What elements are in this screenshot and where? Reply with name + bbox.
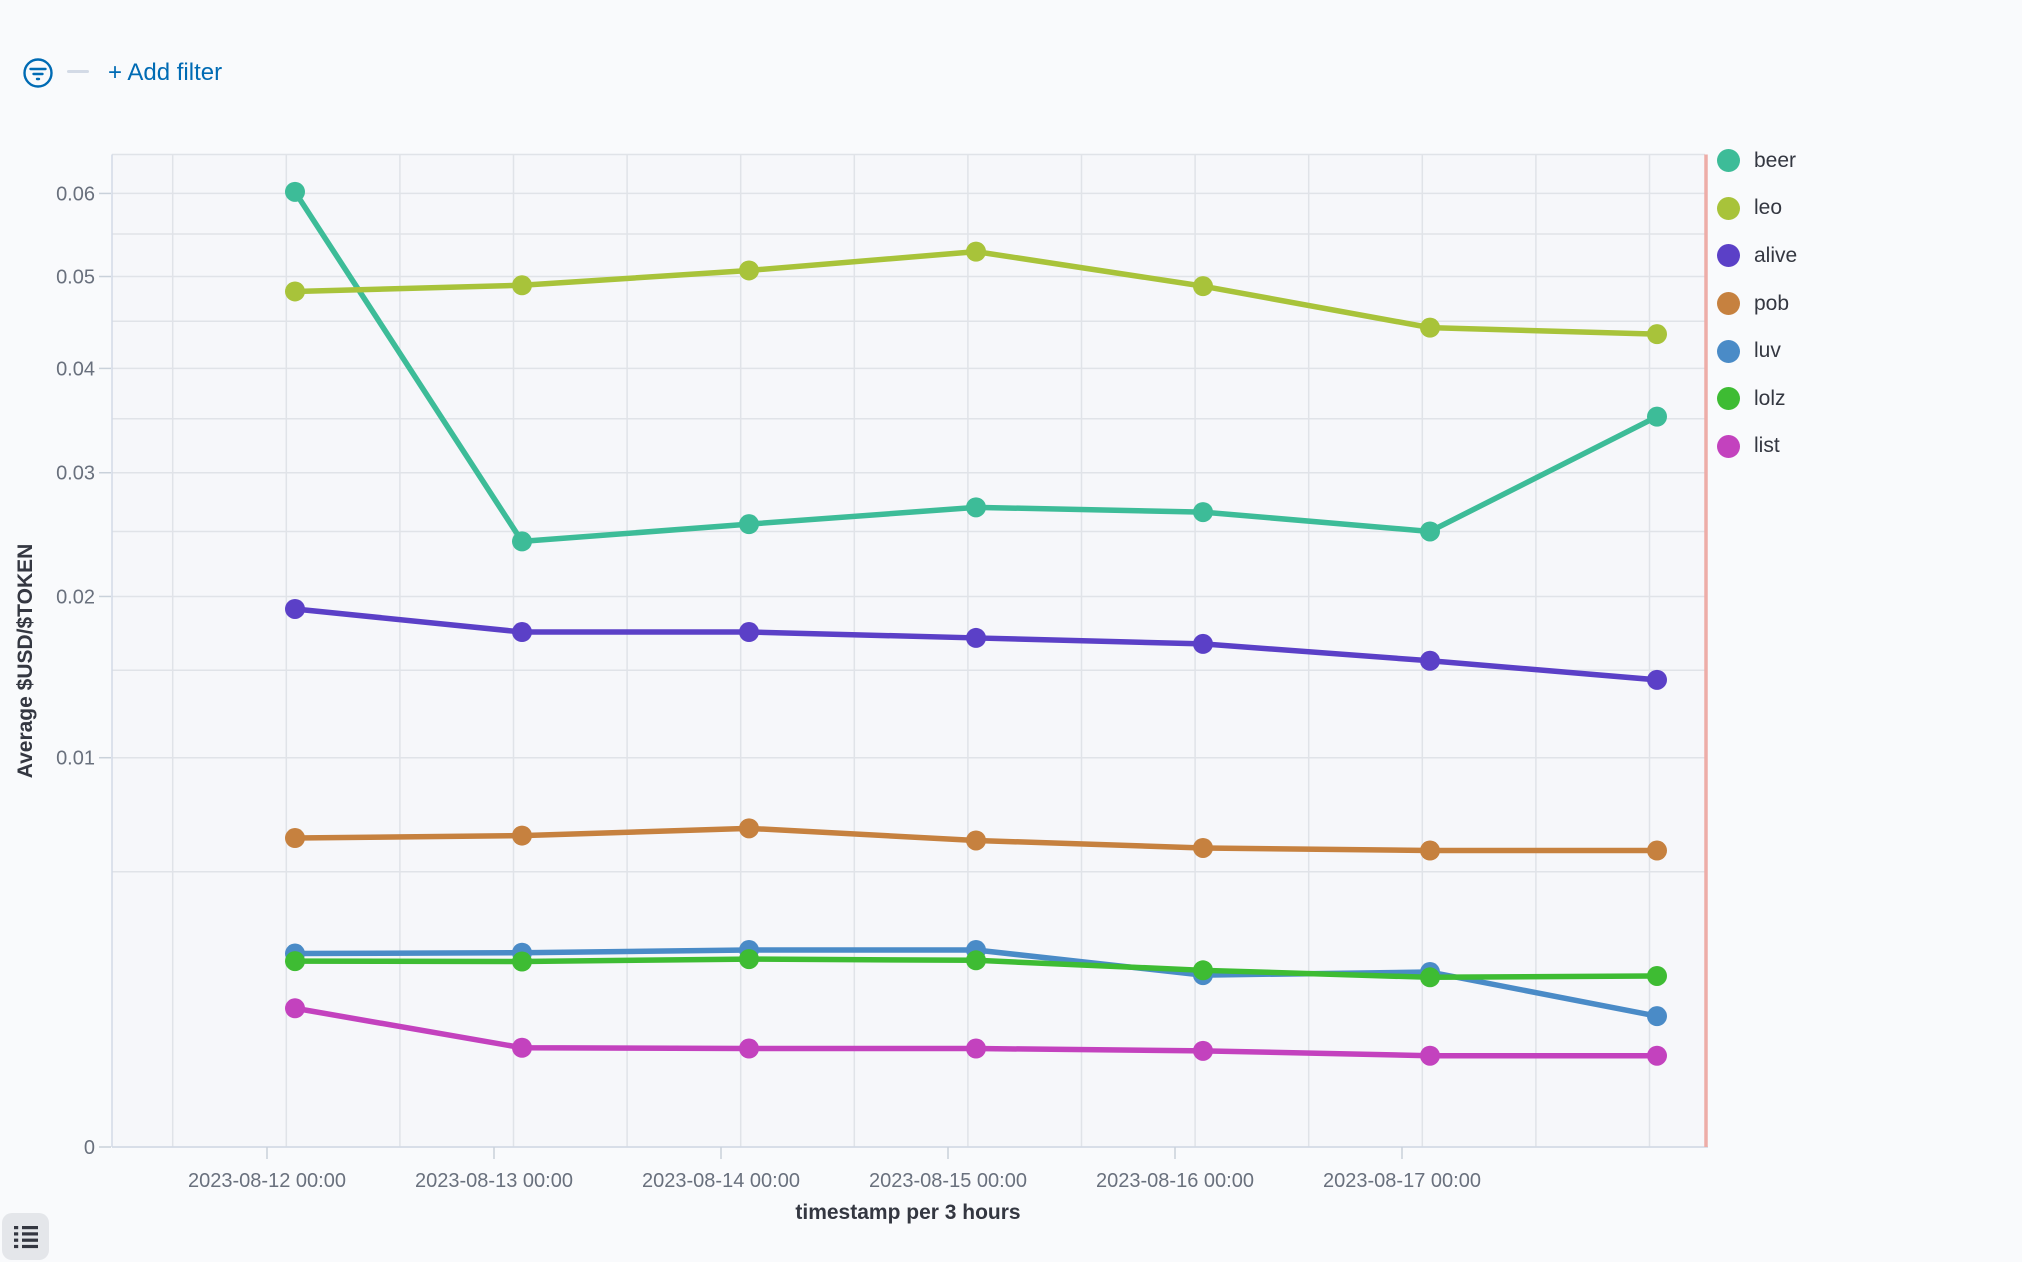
legend-dot-beer — [1717, 149, 1740, 173]
legend-item-pob[interactable]: pob — [1717, 280, 1797, 328]
x-tick-label: 2023-08-15 00:00 — [869, 1170, 1027, 1192]
series-point-list[interactable] — [1647, 1045, 1667, 1066]
series-point-beer[interactable] — [512, 531, 532, 552]
series-point-beer[interactable] — [1193, 502, 1213, 523]
x-tick-label: 2023-08-13 00:00 — [415, 1170, 573, 1192]
series-point-list[interactable] — [1193, 1040, 1213, 1061]
y-tick-label: 0.03 — [56, 463, 95, 485]
series-point-leo[interactable] — [966, 241, 986, 262]
toolbar-dash — [67, 70, 89, 73]
series-point-pob[interactable] — [285, 828, 305, 849]
y-tick-label: 0.01 — [56, 748, 95, 770]
series-point-lolz[interactable] — [285, 951, 305, 972]
series-point-luv[interactable] — [1647, 1006, 1667, 1027]
add-filter-button[interactable]: + Add filter — [108, 59, 223, 86]
series-point-alive[interactable] — [285, 598, 305, 619]
series-point-alive[interactable] — [1193, 633, 1213, 654]
list-icon — [13, 1225, 38, 1248]
filter-toolbar: + Add filter — [0, 0, 2022, 110]
series-point-pob[interactable] — [1647, 840, 1667, 861]
legend-label: luv — [1754, 339, 1781, 363]
series-point-beer[interactable] — [966, 497, 986, 518]
series-point-pob[interactable] — [966, 830, 986, 851]
legend-dot-leo — [1717, 196, 1740, 220]
series-point-leo[interactable] — [739, 260, 759, 281]
series-point-lolz[interactable] — [1647, 965, 1667, 986]
series-point-list[interactable] — [285, 998, 305, 1019]
legend-item-alive[interactable]: alive — [1717, 232, 1797, 280]
series-point-lolz[interactable] — [1420, 967, 1440, 988]
series-point-beer[interactable] — [285, 181, 305, 202]
legend-dot-lolz — [1717, 387, 1740, 411]
legend-label: beer — [1754, 148, 1797, 172]
legend-toggle-button[interactable] — [2, 1213, 49, 1260]
legend-item-list[interactable]: list — [1717, 423, 1797, 471]
legend-item-beer[interactable]: beer — [1717, 137, 1797, 185]
x-tick-label: 2023-08-14 00:00 — [642, 1170, 800, 1192]
legend-dot-pob — [1717, 292, 1740, 316]
series-point-leo[interactable] — [512, 275, 532, 296]
series-point-lolz[interactable] — [1193, 960, 1213, 981]
series-point-leo[interactable] — [285, 281, 305, 302]
series-point-leo[interactable] — [1647, 324, 1667, 345]
legend-label: alive — [1754, 243, 1798, 267]
series-point-list[interactable] — [1420, 1045, 1440, 1066]
series-point-lolz[interactable] — [739, 949, 759, 970]
series-point-alive[interactable] — [512, 622, 532, 643]
y-tick-label: 0.05 — [56, 267, 95, 289]
legend-dot-alive — [1717, 244, 1740, 268]
series-point-pob[interactable] — [1420, 840, 1440, 861]
plot-area[interactable] — [112, 154, 1705, 1148]
series-point-beer[interactable] — [1647, 406, 1667, 427]
series-point-alive[interactable] — [739, 622, 759, 643]
filter-menu-button[interactable] — [23, 58, 53, 88]
series-point-list[interactable] — [739, 1038, 759, 1059]
series-point-alive[interactable] — [1647, 669, 1667, 690]
legend-dot-list — [1717, 434, 1740, 458]
series-point-alive[interactable] — [1420, 650, 1440, 671]
y-tick-label: 0.04 — [56, 358, 95, 380]
x-tick-label: 2023-08-12 00:00 — [188, 1170, 346, 1192]
legend-label: list — [1754, 434, 1780, 458]
legend-label: lolz — [1754, 386, 1786, 410]
series-point-pob[interactable] — [512, 825, 532, 846]
legend-item-leo[interactable]: leo — [1717, 185, 1797, 233]
series-point-beer[interactable] — [739, 514, 759, 535]
series-point-list[interactable] — [512, 1037, 532, 1058]
series-point-lolz[interactable] — [966, 950, 986, 971]
series-point-leo[interactable] — [1193, 276, 1213, 297]
series-point-leo[interactable] — [1420, 317, 1440, 338]
x-tick-label: 2023-08-17 00:00 — [1323, 1170, 1481, 1192]
x-tick-label: 2023-08-16 00:00 — [1096, 1170, 1254, 1192]
x-axis-title: timestamp per 3 hours — [795, 1201, 1021, 1224]
series-point-list[interactable] — [966, 1038, 986, 1059]
legend-label: pob — [1754, 291, 1790, 315]
filter-icon — [23, 58, 53, 88]
series-point-pob[interactable] — [739, 818, 759, 839]
series-point-lolz[interactable] — [512, 951, 532, 972]
y-tick-label: 0.06 — [56, 183, 95, 205]
y-tick-label: 0 — [84, 1137, 95, 1159]
legend-item-luv[interactable]: luv — [1717, 327, 1797, 375]
y-tick-label: 0.02 — [56, 586, 95, 608]
series-point-pob[interactable] — [1193, 837, 1213, 858]
legend-label: leo — [1754, 196, 1783, 220]
series-point-beer[interactable] — [1420, 521, 1440, 542]
legend-item-lolz[interactable]: lolz — [1717, 375, 1797, 423]
legend-dot-luv — [1717, 339, 1740, 363]
chart-legend: beer leo alive pob luv lolz list — [1717, 137, 1797, 470]
series-point-alive[interactable] — [966, 627, 986, 648]
